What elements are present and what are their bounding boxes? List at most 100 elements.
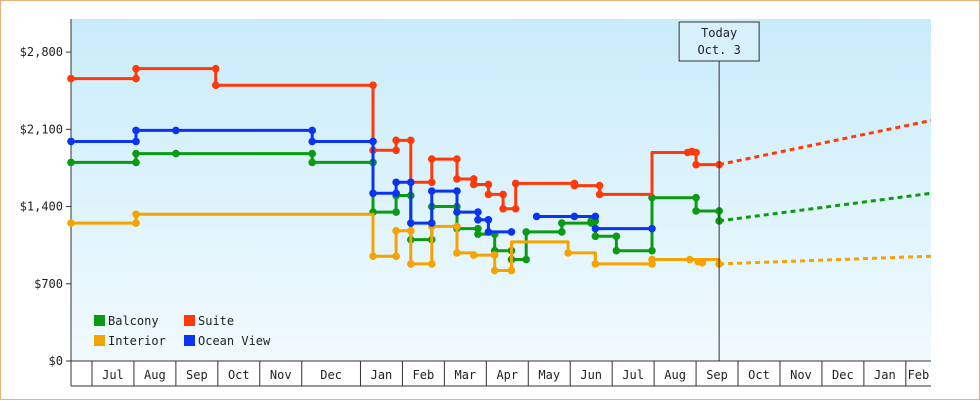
- data-point: [132, 64, 140, 73]
- data-point: [132, 137, 140, 146]
- legend-entry: Balcony: [108, 314, 159, 328]
- data-point: [392, 227, 400, 235]
- data-point: [484, 190, 493, 199]
- data-point: [648, 246, 656, 255]
- data-point: [453, 249, 461, 257]
- data-point: [511, 179, 520, 188]
- month-label: May: [538, 368, 560, 382]
- data-point: [427, 178, 436, 187]
- series-interior: [67, 210, 932, 275]
- data-point: [511, 204, 520, 213]
- data-point: [499, 204, 507, 213]
- data-point: [564, 249, 572, 257]
- month-label: Dec: [320, 368, 342, 382]
- data-point: [132, 74, 140, 83]
- data-point: [407, 260, 415, 268]
- data-point: [453, 155, 461, 163]
- data-point: [692, 148, 700, 157]
- legend-swatch: [184, 335, 195, 346]
- data-point: [407, 219, 415, 227]
- data-point: [469, 180, 478, 189]
- data-point: [490, 251, 499, 259]
- month-label: Jun: [580, 368, 602, 382]
- data-point: [474, 224, 482, 233]
- data-point: [427, 155, 436, 163]
- data-point: [532, 212, 541, 221]
- data-point: [407, 227, 415, 235]
- data-point: [407, 178, 415, 187]
- data-point: [67, 158, 75, 167]
- series-suite: [67, 64, 932, 213]
- data-point: [67, 74, 75, 83]
- data-point: [490, 266, 499, 275]
- data-point: [469, 251, 478, 259]
- data-point: [369, 81, 377, 89]
- data-point: [474, 208, 482, 216]
- y-tick-label: $1,400: [20, 200, 63, 214]
- data-point: [522, 228, 530, 236]
- data-point: [685, 255, 694, 264]
- data-point: [392, 178, 400, 187]
- data-point: [211, 81, 220, 89]
- data-point: [692, 193, 700, 202]
- data-point: [507, 228, 516, 236]
- data-point: [698, 259, 707, 267]
- month-label: Nov: [270, 368, 292, 382]
- data-point: [211, 64, 220, 73]
- data-point: [308, 126, 317, 135]
- data-point: [453, 208, 461, 216]
- data-point: [558, 219, 566, 227]
- data-point: [484, 180, 493, 189]
- month-label: Mar: [454, 368, 476, 382]
- y-tick-label: $700: [34, 277, 63, 291]
- data-point: [474, 230, 482, 238]
- data-point: [558, 228, 566, 236]
- series-ocean-view: [67, 126, 656, 236]
- data-point: [692, 207, 700, 215]
- data-point: [648, 224, 656, 233]
- data-point: [484, 228, 493, 236]
- month-label: Dec: [832, 368, 854, 382]
- data-point: [132, 158, 140, 167]
- data-point: [453, 175, 461, 183]
- data-point: [453, 187, 461, 195]
- data-point: [308, 149, 317, 158]
- data-point: [591, 224, 600, 233]
- data-point: [67, 219, 75, 227]
- data-point: [427, 260, 436, 268]
- legend-entry: Interior: [108, 334, 166, 348]
- today-box: [678, 21, 760, 62]
- data-point: [407, 136, 415, 145]
- data-point: [392, 252, 400, 260]
- month-label: Jul: [622, 368, 644, 382]
- data-point: [132, 149, 140, 158]
- plot-background: [71, 19, 931, 361]
- axes: $0 $700 $1,400 $2,100 $2,800 Jul Aug Sep Oct Nov D…: [20, 19, 931, 387]
- month-label: Sep: [186, 368, 208, 382]
- data-point: [612, 246, 621, 255]
- month-label: Aug: [144, 368, 166, 382]
- series-layer: [67, 64, 932, 275]
- legend-swatch: [94, 315, 105, 326]
- data-point: [591, 232, 600, 241]
- month-label: Jan: [371, 368, 393, 382]
- data-point: [392, 189, 400, 198]
- data-point: [522, 255, 530, 264]
- data-point: [484, 215, 493, 224]
- data-point: [369, 189, 377, 198]
- data-point: [595, 190, 604, 199]
- today-label: Today: [701, 26, 737, 40]
- y-tick-label: $2,100: [20, 122, 63, 136]
- data-point: [172, 149, 180, 158]
- data-point: [570, 181, 579, 190]
- data-point: [308, 158, 317, 167]
- data-point: [132, 219, 140, 227]
- month-label: Oct: [228, 368, 250, 382]
- data-point: [591, 260, 600, 268]
- legend-swatch: [184, 315, 195, 326]
- y-tick-label: $0: [49, 354, 63, 368]
- data-point: [612, 232, 621, 241]
- data-point: [648, 255, 656, 264]
- month-label: Nov: [790, 368, 812, 382]
